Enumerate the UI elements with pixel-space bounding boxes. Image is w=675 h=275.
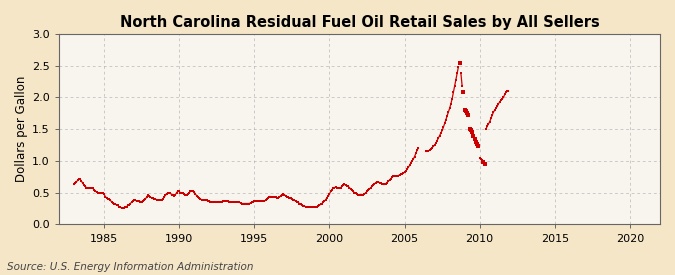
Title: North Carolina Residual Fuel Oil Retail Sales by All Sellers: North Carolina Residual Fuel Oil Retail … xyxy=(119,15,599,30)
Text: Source: U.S. Energy Information Administration: Source: U.S. Energy Information Administ… xyxy=(7,262,253,272)
Y-axis label: Dollars per Gallon: Dollars per Gallon xyxy=(15,76,28,182)
